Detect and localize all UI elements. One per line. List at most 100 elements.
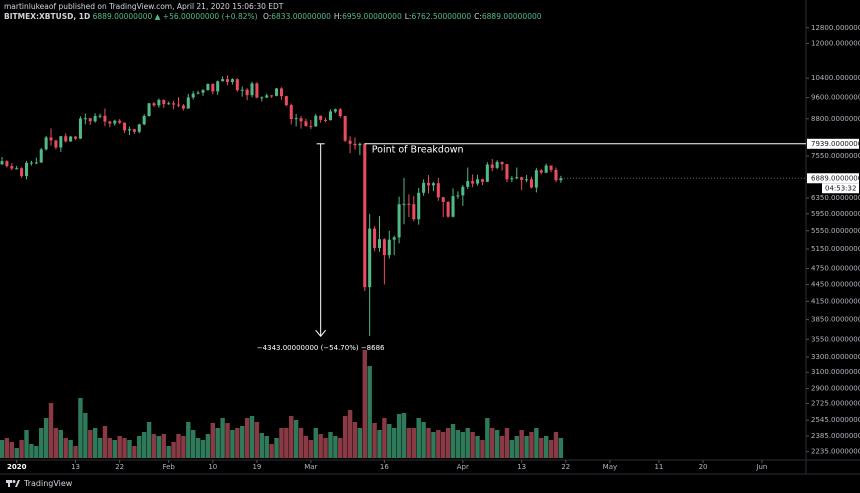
candle-body bbox=[338, 109, 342, 117]
candle-body bbox=[221, 79, 225, 82]
candle-body bbox=[103, 115, 107, 122]
symbol-line: BITMEX:XBTUSD, 1D 6889.00000000 ▲ +56.00… bbox=[4, 12, 542, 22]
volume-bar bbox=[210, 423, 216, 458]
x-tick-label: 19 bbox=[252, 463, 261, 471]
candle-body bbox=[412, 204, 416, 220]
y-tick-label: 2235.00000000 bbox=[811, 448, 860, 456]
candle-body bbox=[211, 83, 215, 92]
price-label: 7939.00000000 bbox=[811, 140, 860, 148]
candle-body bbox=[34, 162, 38, 164]
candle-body bbox=[152, 103, 156, 106]
volume-bar bbox=[450, 424, 456, 458]
candle-body bbox=[373, 228, 377, 248]
y-tick-label: 5950.00000000 bbox=[811, 210, 860, 218]
volume-bar bbox=[58, 430, 64, 458]
volume-bar bbox=[372, 423, 377, 458]
candle-body bbox=[225, 79, 230, 82]
candle-body bbox=[368, 228, 372, 288]
y-tick-label: 2900.00000000 bbox=[811, 384, 860, 392]
x-tick-label: 20 bbox=[699, 463, 708, 471]
volume-bar bbox=[235, 428, 240, 458]
candle-body bbox=[554, 169, 558, 181]
volume-bar bbox=[220, 418, 225, 458]
candle-body bbox=[235, 79, 239, 91]
volume-bar bbox=[284, 428, 289, 458]
y-tick-label: 2545.00000000 bbox=[811, 416, 860, 424]
x-tick-label: May bbox=[603, 463, 617, 471]
candle-body bbox=[441, 197, 445, 202]
candle-body bbox=[525, 179, 529, 181]
candle-body bbox=[446, 201, 450, 217]
volume-bar bbox=[455, 430, 461, 458]
volume-bar bbox=[132, 446, 137, 458]
last-price-label: 6889.00000000 bbox=[811, 174, 860, 182]
volume-bar bbox=[117, 436, 122, 458]
volume-bar bbox=[460, 432, 466, 458]
volume-bar bbox=[14, 448, 19, 458]
candle-body bbox=[167, 103, 171, 105]
volume-bar bbox=[543, 436, 549, 458]
y-tick-label: 8800.00000000 bbox=[811, 115, 860, 123]
volume-bar bbox=[78, 398, 83, 458]
candle-body bbox=[397, 204, 401, 238]
candle-body bbox=[319, 115, 323, 120]
volume-bar bbox=[387, 424, 392, 458]
candle-body bbox=[172, 103, 176, 105]
y-tick-label: 4750.00000000 bbox=[811, 265, 860, 273]
ohlc-key: H: bbox=[333, 12, 343, 21]
volume-bar bbox=[470, 432, 475, 458]
candle-body bbox=[422, 182, 426, 193]
candle-body bbox=[510, 178, 514, 180]
volume-bar bbox=[92, 428, 98, 458]
x-tick-label: 2020 bbox=[7, 463, 27, 471]
candle-body bbox=[471, 181, 475, 184]
candle-body bbox=[490, 164, 494, 168]
candle-body bbox=[245, 89, 249, 96]
candle-body bbox=[240, 89, 244, 91]
candle-body bbox=[59, 136, 63, 148]
candle-body bbox=[304, 121, 308, 127]
candle-body bbox=[64, 136, 68, 142]
volume-bar bbox=[499, 436, 505, 458]
y-tick-label: 6350.00000000 bbox=[811, 194, 860, 202]
volume-bar bbox=[519, 430, 524, 458]
candle-body bbox=[147, 103, 151, 117]
candle-body bbox=[539, 170, 543, 173]
y-tick-label: 3850.00000000 bbox=[811, 316, 860, 324]
candle-body bbox=[534, 170, 538, 188]
volume-bar bbox=[181, 436, 186, 458]
volume-bar bbox=[303, 436, 309, 458]
candle-body bbox=[451, 196, 455, 217]
volume-bar bbox=[146, 422, 152, 458]
y-tick-label: 4450.00000000 bbox=[811, 280, 860, 288]
candle-body bbox=[255, 83, 259, 98]
candle-body bbox=[250, 83, 254, 96]
y-tick-label: 5150.00000000 bbox=[811, 245, 860, 253]
candle-body bbox=[333, 109, 337, 112]
candle-body bbox=[392, 237, 396, 240]
volume-bar bbox=[195, 438, 201, 458]
candle-body bbox=[515, 177, 519, 179]
ohlc: O:6833.00000000 H:6959.00000000 L:6762.500… bbox=[260, 12, 542, 21]
volume-bar bbox=[401, 413, 407, 458]
volume-bar bbox=[186, 422, 191, 458]
volume-bar bbox=[436, 430, 441, 458]
volume-bar bbox=[0, 440, 5, 458]
volume-bar bbox=[112, 440, 117, 458]
candle-body bbox=[529, 179, 533, 188]
candle-body bbox=[20, 168, 24, 177]
volume-bar bbox=[352, 422, 358, 458]
volume-bar bbox=[333, 436, 338, 458]
ohlc-value: 6959.00000000 bbox=[342, 12, 402, 21]
volume-bar bbox=[63, 438, 68, 458]
volume-bar bbox=[264, 436, 269, 458]
volume-bar bbox=[141, 432, 147, 458]
volume-bar bbox=[122, 438, 127, 458]
candle-body bbox=[123, 122, 127, 131]
volume-bar bbox=[421, 422, 426, 458]
candle-body bbox=[24, 162, 29, 177]
candle-body bbox=[216, 81, 220, 92]
candle-body bbox=[181, 105, 185, 109]
volume-bar bbox=[509, 440, 515, 458]
